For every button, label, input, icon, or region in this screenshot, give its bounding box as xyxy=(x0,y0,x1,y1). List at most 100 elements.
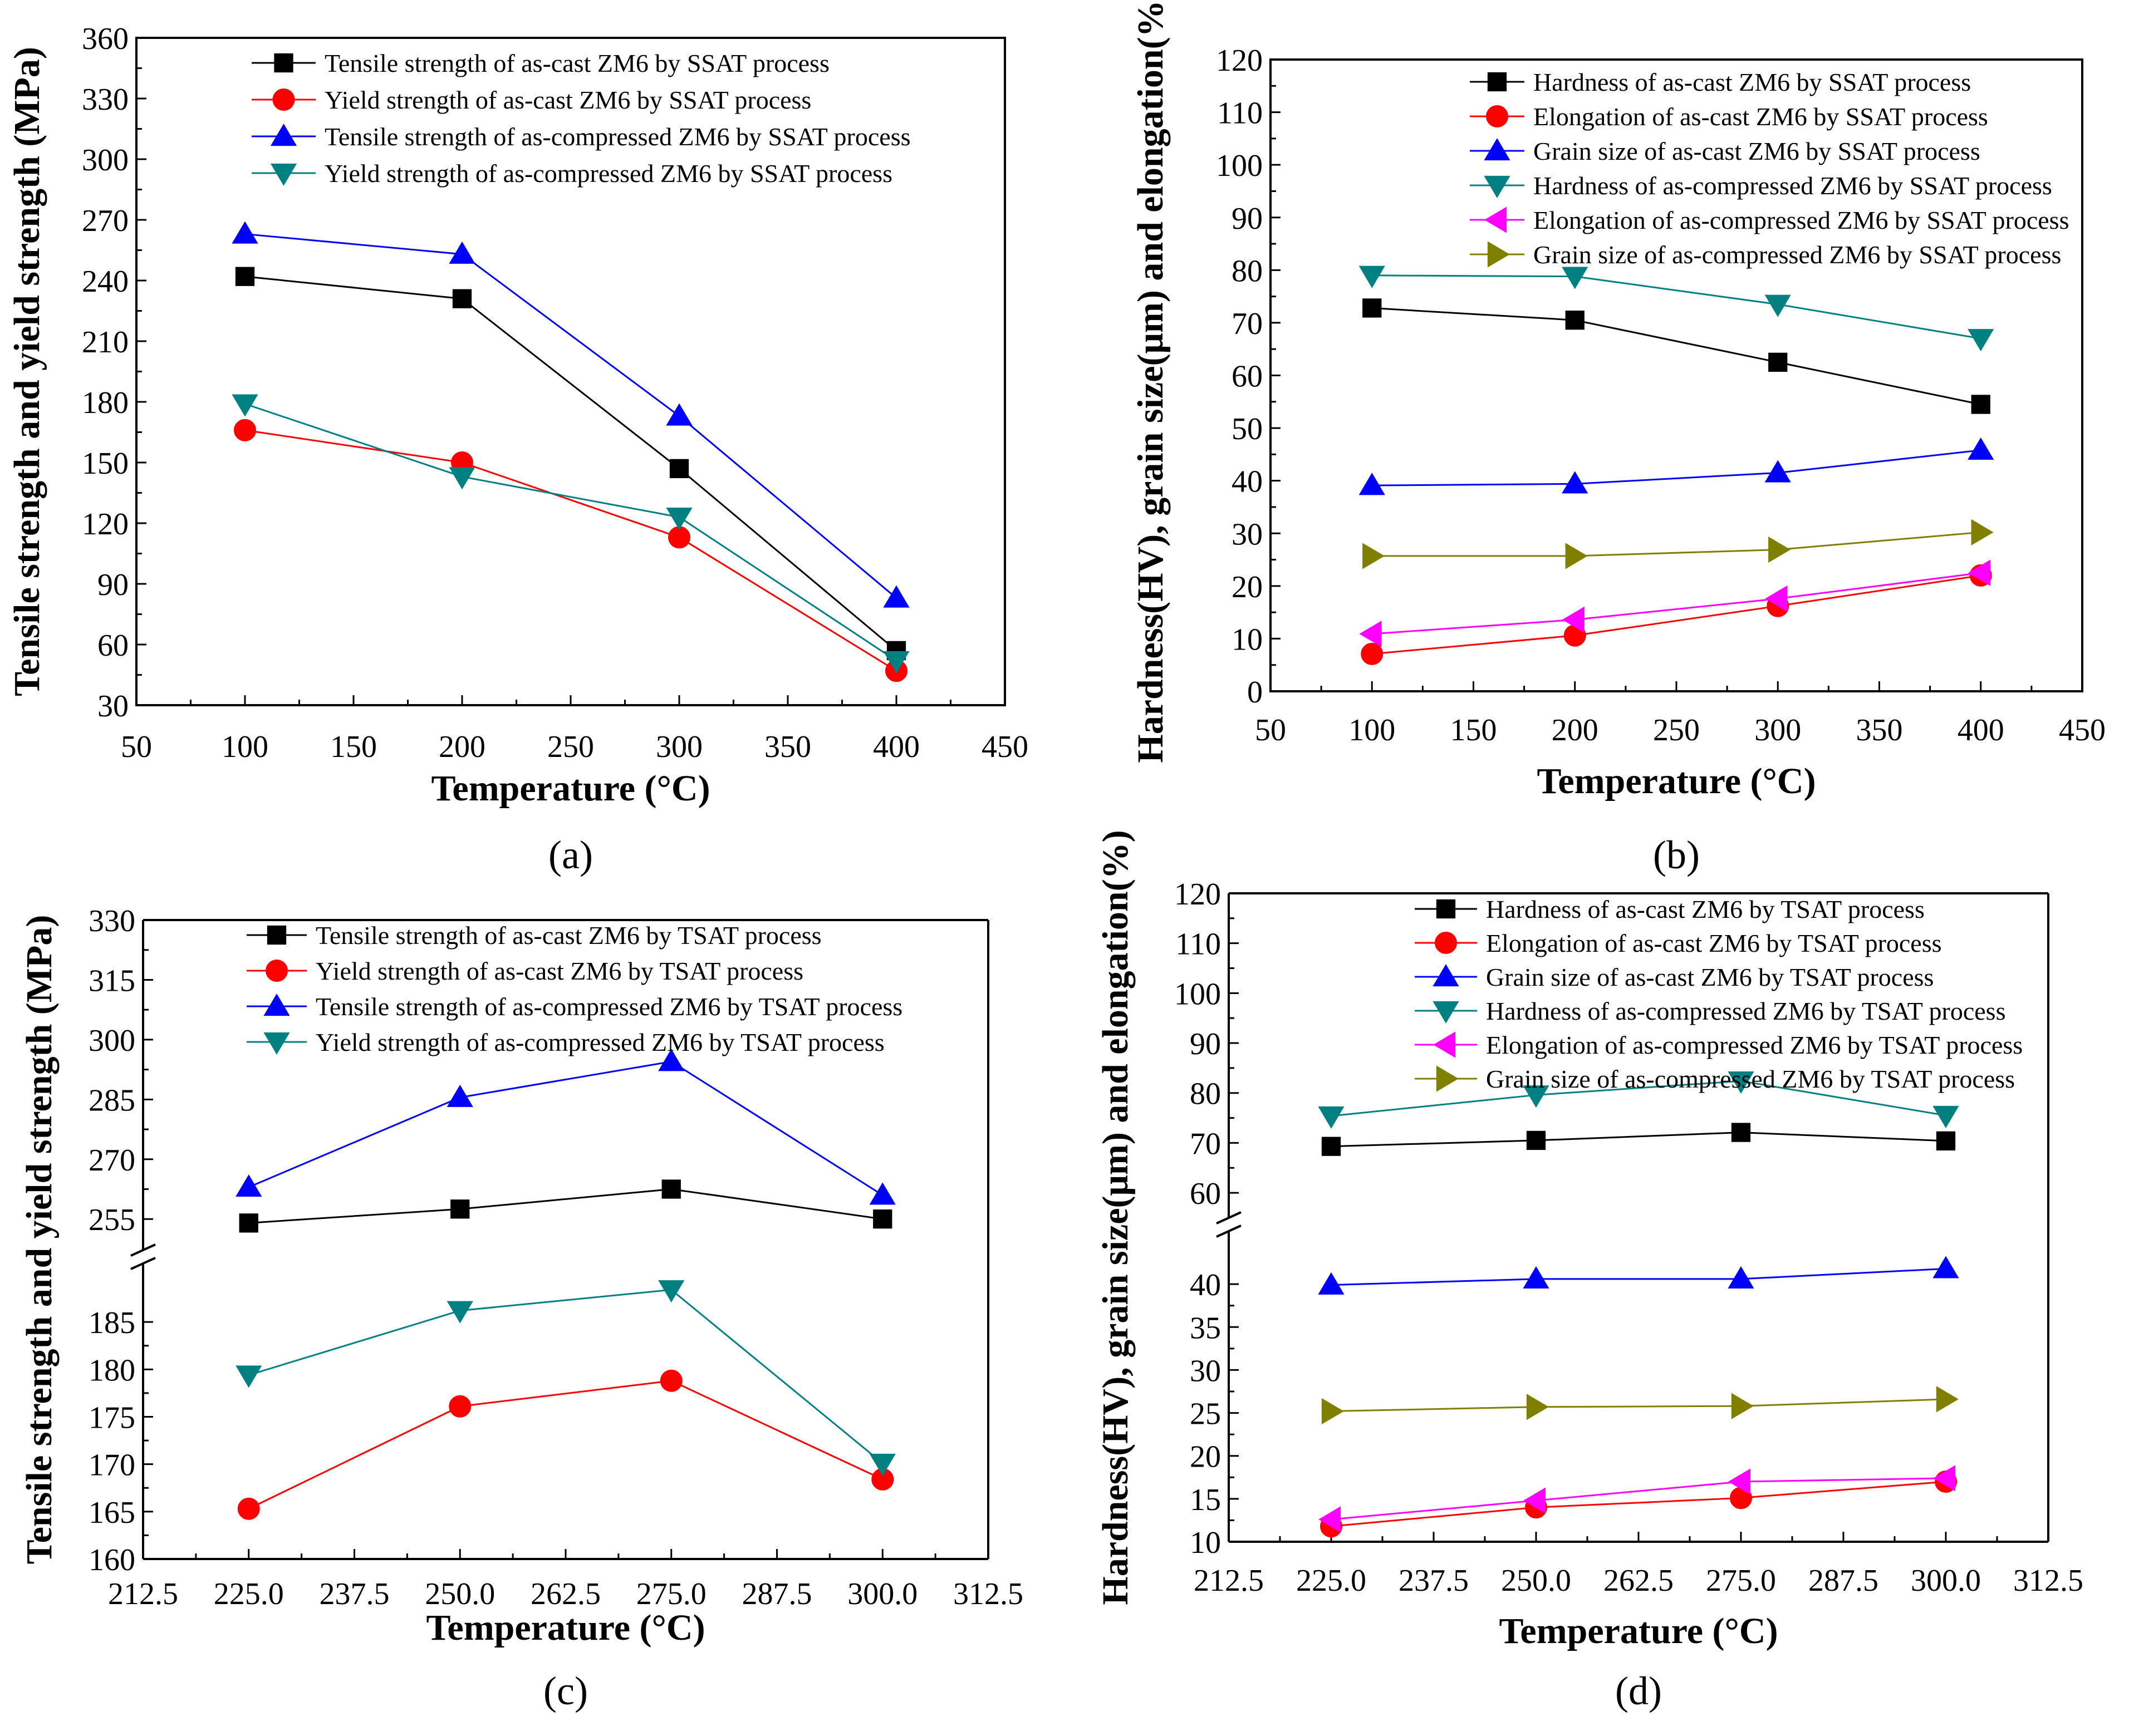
a-data-point xyxy=(883,651,910,673)
a-data-point xyxy=(452,289,472,308)
b-x-axis-title: Temperature (°C) xyxy=(1537,761,1816,801)
c-data-point xyxy=(239,1213,258,1233)
b-y-tick-label: 120 xyxy=(1216,43,1263,78)
c-x-tick-label: 212.5 xyxy=(108,1577,178,1611)
a-data-point xyxy=(232,221,258,244)
b-legend-label: Hardness of as-compressed ZM6 by SSAT pr… xyxy=(1533,171,2052,200)
a-y-tick-label: 30 xyxy=(97,689,129,724)
a-y-tick-label: 60 xyxy=(97,628,129,663)
a-y-tick-label: 300 xyxy=(82,143,129,178)
c-legend-label: Tensile strength of as-cast ZM6 by TSAT … xyxy=(316,921,822,950)
c-x-tick-label: 225.0 xyxy=(214,1577,284,1611)
a-data-point xyxy=(669,459,689,479)
c-y-tick-label: 300 xyxy=(89,1024,135,1058)
d-data-point xyxy=(1523,1085,1549,1108)
b-series-2 xyxy=(1361,564,1992,665)
c-series-2 xyxy=(237,1369,894,1520)
a-x-tick-label: 200 xyxy=(439,730,485,764)
b-data-point xyxy=(1765,585,1788,612)
b-data-point xyxy=(1362,298,1382,318)
a-data-point xyxy=(449,467,475,490)
d-x-tick-label: 287.5 xyxy=(1808,1563,1878,1598)
b-legend-label: Elongation of as-compressed ZM6 by SSAT … xyxy=(1533,206,2069,234)
b-y-tick-label: 30 xyxy=(1232,517,1263,552)
b-x-tick-label: 450 xyxy=(2059,713,2106,747)
c-series-line xyxy=(248,1188,883,1224)
b-data-point xyxy=(1562,267,1588,289)
d-y-tick-label: 10 xyxy=(1190,1526,1221,1560)
b-legend-marker xyxy=(1484,206,1507,233)
d-x-axis-title: Temperature (°C) xyxy=(1499,1611,1778,1651)
d-series-4 xyxy=(1318,1071,1959,1129)
c-data-point xyxy=(449,1395,472,1418)
a-y-tick-label: 240 xyxy=(82,264,129,299)
c-x-tick-label: 237.5 xyxy=(320,1577,390,1611)
d-axis-break-mark xyxy=(1216,1224,1242,1238)
b-x-tick-label: 400 xyxy=(1958,713,2004,747)
d-legend-marker xyxy=(1433,964,1459,987)
d-series-line xyxy=(1331,1477,1946,1521)
a-x-tick-label: 150 xyxy=(330,730,377,764)
d-data-point xyxy=(1933,1465,1956,1492)
b-y-tick-label: 40 xyxy=(1232,465,1263,499)
a-x-tick-label: 250 xyxy=(547,730,594,764)
c-y-tick-label: 285 xyxy=(89,1083,135,1118)
c-series-line xyxy=(248,1060,884,1196)
d-data-point xyxy=(1523,1266,1549,1289)
d-panel-label: (d) xyxy=(1615,1669,1662,1713)
c-y-tick-label: 255 xyxy=(89,1203,135,1237)
b-data-point xyxy=(1361,642,1384,665)
b-data-point xyxy=(1562,606,1585,633)
b-data-point xyxy=(1562,471,1588,494)
a-legend-label: Tensile strength of as-cast ZM6 by SSAT … xyxy=(325,49,830,77)
d-series-6 xyxy=(1321,1386,1959,1425)
a-y-tick-label: 180 xyxy=(82,386,129,420)
b-data-point xyxy=(1768,536,1791,563)
a-data-point xyxy=(235,267,255,286)
d-series-2 xyxy=(1320,1471,1957,1538)
panel-b: 50 100 150 200 250 300 350 400 450 0 10 20 30 40 50 60 7… xyxy=(1130,0,2106,877)
b-x-tick-label: 200 xyxy=(1552,713,1598,747)
a-y-tick-label: 210 xyxy=(82,325,129,360)
d-y-tick-label: 90 xyxy=(1190,1027,1221,1061)
b-series-3 xyxy=(1358,437,1994,495)
c-legend-marker xyxy=(263,1032,290,1055)
b-data-point xyxy=(1764,460,1791,483)
c-data-point xyxy=(661,1179,681,1199)
b-y-tick-label: 110 xyxy=(1217,96,1263,131)
b-data-point xyxy=(1971,395,1990,414)
b-data-point xyxy=(1565,311,1585,330)
d-legend-label: Elongation of as-cast ZM6 by TSAT proces… xyxy=(1486,929,1942,957)
c-x-axis-title: Temperature (°C) xyxy=(426,1607,705,1648)
b-y-tick-label: 100 xyxy=(1216,149,1263,183)
d-series-line xyxy=(1331,1267,1946,1286)
c-y-axis-title: Tensile strength and yield strength (MPa… xyxy=(19,915,60,1565)
b-y-tick-label: 50 xyxy=(1232,412,1263,446)
c-axis-break-mark xyxy=(130,1243,156,1257)
d-y-tick-label: 40 xyxy=(1190,1268,1221,1302)
c-axis-break-mark xyxy=(130,1257,156,1270)
d-axis-break-mark xyxy=(1216,1211,1242,1224)
c-data-point xyxy=(658,1280,685,1303)
a-legend-marker xyxy=(274,53,293,73)
a-series-line xyxy=(244,276,897,652)
b-series-5 xyxy=(1359,559,1990,647)
a-y-axis-title: Tensile strength and yield strength (MPa… xyxy=(7,47,47,696)
c-x-tick-label: 250.0 xyxy=(425,1577,495,1611)
b-legend-marker xyxy=(1487,241,1510,268)
c-y-tick-label: 270 xyxy=(89,1143,135,1178)
b-legend-marker xyxy=(1487,72,1507,92)
b-data-point xyxy=(1968,559,1990,586)
a-data-point xyxy=(668,526,690,549)
c-legend-marker xyxy=(266,960,288,982)
d-legend-marker xyxy=(1436,1065,1459,1092)
c-legend: Tensile strength of as-cast ZM6 by TSAT … xyxy=(247,921,902,1056)
d-data-point xyxy=(1728,1071,1754,1094)
a-legend-marker xyxy=(270,163,297,186)
b-y-tick-label: 80 xyxy=(1232,254,1263,288)
d-y-tick-label: 20 xyxy=(1190,1440,1221,1474)
d-y-tick-label: 25 xyxy=(1190,1397,1221,1432)
c-legend-label: Yield strength of as-compressed ZM6 by T… xyxy=(316,1028,885,1056)
